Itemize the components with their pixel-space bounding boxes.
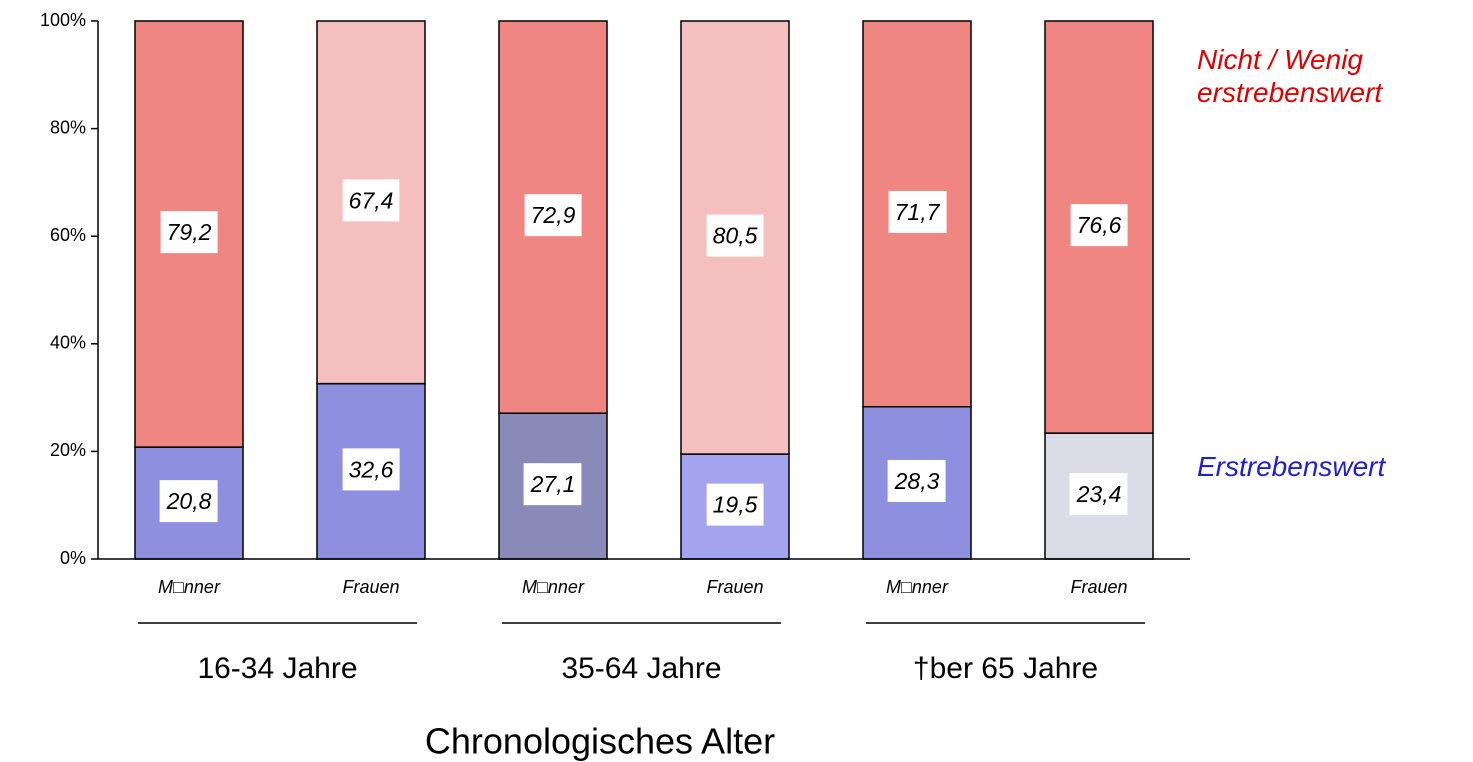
value-label: 76,6 [1077, 212, 1122, 238]
y-tick-label: 80% [50, 117, 86, 137]
x-axis-title: Chronologisches Alter [425, 721, 775, 762]
group-label: 35-64 Jahre [561, 652, 721, 685]
value-label: 80,5 [713, 223, 758, 249]
legend-entry: Erstrebenswert [1197, 451, 1386, 482]
value-label: 72,9 [531, 202, 576, 228]
value-label: 79,2 [167, 219, 212, 245]
x-tick-label: M□nner [522, 577, 585, 597]
value-label-box [1070, 204, 1128, 247]
value-label: 32,6 [349, 456, 394, 482]
y-tick-label: 40% [50, 333, 86, 353]
x-tick-label: Frauen [1070, 577, 1127, 597]
value-label-box [342, 448, 400, 491]
value-label-box [888, 190, 947, 233]
x-tick-label: Frauen [342, 577, 399, 597]
group-label: 16-34 Jahre [197, 652, 357, 685]
value-label: 71,7 [895, 199, 941, 225]
value-label: 19,5 [713, 492, 758, 518]
value-label-box [706, 214, 764, 257]
value-label: 28,3 [894, 468, 940, 494]
legend-entry: Nicht / Wenig erstrebenswert [1197, 44, 1383, 108]
value-label: 20,8 [166, 488, 212, 514]
y-tick-label: 60% [50, 225, 86, 245]
value-label: 23,4 [1076, 481, 1122, 507]
group-label: †ber 65 Jahre [913, 652, 1098, 685]
value-label-box [160, 211, 218, 254]
value-label-box [523, 463, 582, 506]
x-tick-label: M□nner [158, 577, 221, 597]
x-tick-label: M□nner [886, 577, 949, 597]
value-label-box [887, 459, 946, 502]
value-label-box [706, 483, 764, 526]
y-tick-label: 100% [40, 10, 86, 30]
value-label: 27,1 [530, 471, 576, 497]
value-label-box [524, 194, 582, 237]
y-tick-label: 20% [50, 440, 86, 460]
value-label-box [159, 480, 218, 523]
x-tick-label: Frauen [706, 577, 763, 597]
value-label-box [1069, 473, 1128, 516]
value-label: 67,4 [349, 187, 394, 213]
y-tick-label: 0% [60, 548, 86, 568]
value-label-box [342, 179, 400, 222]
